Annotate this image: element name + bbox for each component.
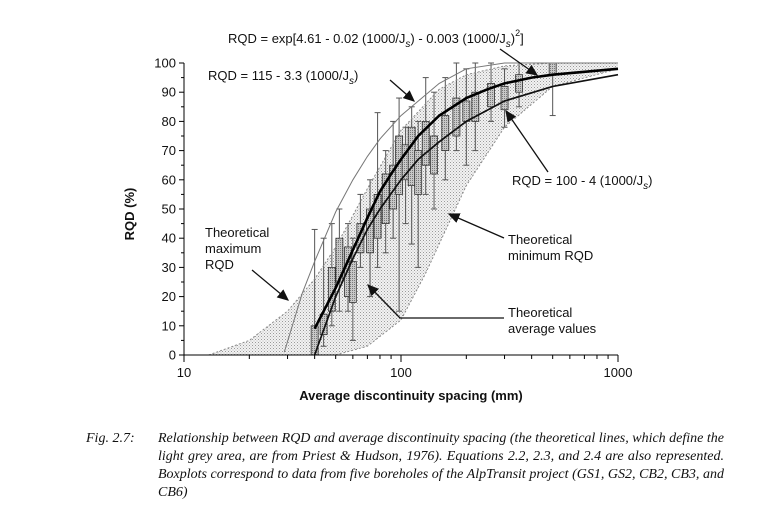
x-tick-label-100: 100 <box>390 365 412 380</box>
boxplot-box-18 <box>452 97 461 137</box>
y-axis-title: RQD (%) <box>122 188 137 241</box>
boxplot-box-21 <box>487 83 495 108</box>
x-tick-label-10: 10 <box>177 365 191 380</box>
y-tick-label-90: 90 <box>162 85 176 100</box>
y-tick-label-100: 100 <box>154 56 176 71</box>
arrow-theoretical-avg <box>367 284 504 319</box>
boxplot-box-23 <box>515 74 523 93</box>
x-axis-title: Average discontinuity spacing (mm) <box>299 388 522 403</box>
shaded-region <box>208 63 618 355</box>
boxplot-box-22 <box>500 85 509 111</box>
y-tick-label-20: 20 <box>162 289 176 304</box>
eq-100-label: RQD = 100 - 4 (1000/Js) <box>512 173 653 192</box>
boxplot-box-16 <box>430 135 438 175</box>
theoretical-avg-label: Theoretical average values <box>508 305 597 336</box>
boxplot-box-17 <box>441 115 450 151</box>
theoretical-min-curve <box>335 68 619 356</box>
boxplot-box-5 <box>348 261 357 303</box>
boxplot-box-0 <box>310 325 319 356</box>
y-tick-label-10: 10 <box>162 318 176 333</box>
y-tick-label-60: 60 <box>162 172 176 187</box>
arrow-eq-exp <box>499 48 539 76</box>
y-tick-label-50: 50 <box>162 202 176 217</box>
boxplot-box-19 <box>462 100 471 122</box>
x-tick-label-1000: 1000 <box>604 365 633 380</box>
arrow-theoretical-min <box>447 213 505 239</box>
boxplot-box-15 <box>421 121 430 166</box>
linear-115-curve <box>283 62 618 353</box>
y-tick-label-0: 0 <box>169 348 176 363</box>
boxplot-box-13 <box>407 126 416 187</box>
eq-115-label: RQD = 115 - 3.3 (1000/Js) <box>208 68 358 87</box>
annotation-arrows <box>251 48 549 319</box>
boxplot-box-1 <box>319 313 328 335</box>
arrow-theoretical-max <box>251 269 289 301</box>
boxplot-box-9 <box>381 173 390 225</box>
y-tick-label-40: 40 <box>162 231 176 246</box>
exp-equation-curve <box>313 67 619 330</box>
caption-label: Fig. 2.7: <box>86 431 135 446</box>
caption-text: Relationship between RQD and average dis… <box>158 431 724 500</box>
grey-region <box>208 63 618 355</box>
eq-exp-label: RQD = exp[4.61 - 0.02 (1000/Js) - 0.003 … <box>228 28 524 50</box>
y-tick-label-80: 80 <box>162 114 176 129</box>
arrow-eq-115 <box>389 79 415 102</box>
arrow-eq-100 <box>505 109 549 173</box>
y-tick-label-30: 30 <box>162 260 176 275</box>
linear-100-curve <box>313 73 619 356</box>
theoretical-min-label: Theoretical minimum RQD <box>508 232 593 263</box>
boxplot-box-20 <box>471 91 480 122</box>
boxplot-box-14 <box>414 150 423 195</box>
y-tick-label-70: 70 <box>162 143 176 158</box>
theoretical-max-label: Theoretical maximum RQD <box>205 225 273 272</box>
curves <box>208 62 619 356</box>
boxplot-box-24 <box>548 62 557 76</box>
